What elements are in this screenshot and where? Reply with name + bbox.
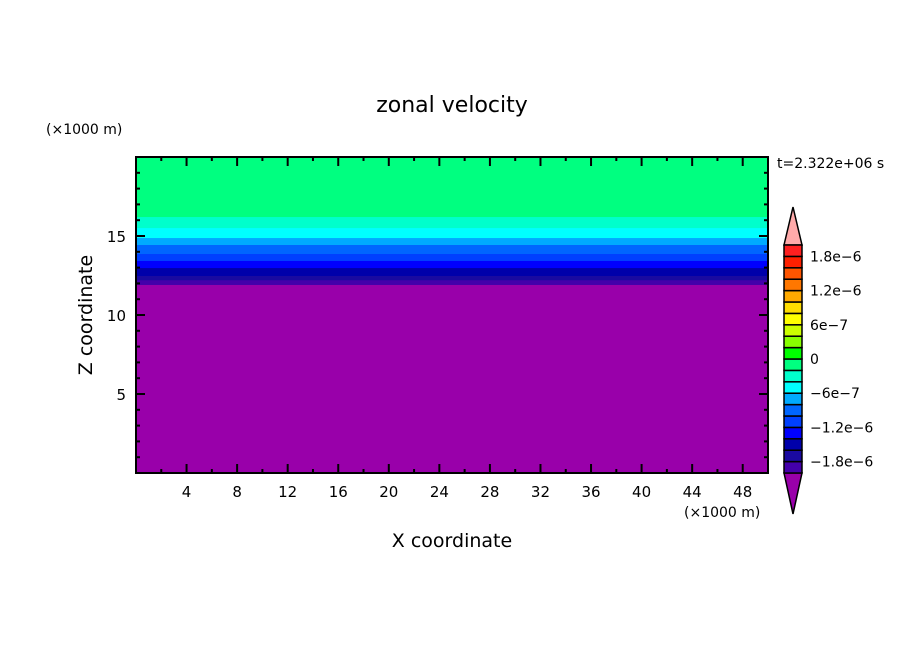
x-axis-label: X coordinate [392, 530, 512, 552]
x-tick-label: 24 [430, 483, 449, 501]
contour-band [136, 217, 768, 229]
colorbar-swatch [783, 449, 803, 463]
colorbar-tick-label: 1.8e−6 [810, 249, 862, 265]
contour-band [136, 245, 768, 255]
colorbar-swatch [783, 278, 803, 292]
contour-band [136, 238, 768, 246]
y-tick-label: 5 [116, 386, 126, 404]
x-tick-label: 44 [683, 483, 702, 501]
x-tick-label: 16 [329, 483, 348, 501]
colorbar-swatch [783, 415, 803, 429]
colorbar-over-triangle [783, 206, 803, 246]
colorbar-swatch [783, 381, 803, 394]
colorbar-swatch [783, 358, 803, 372]
contour-band [136, 280, 768, 286]
colorbar-swatch [783, 369, 803, 383]
colorbar-tick-label: −1.2e−6 [810, 420, 873, 436]
colorbar-tick-label: 0 [810, 352, 819, 368]
x-tick-label: 8 [232, 483, 242, 501]
colorbar-swatch [783, 324, 803, 337]
y-axis-label: Z coordinate [75, 255, 97, 375]
colorbar-swatch [783, 460, 803, 474]
colorbar-swatch [783, 244, 803, 258]
colorbar-tick-label: 1.2e−6 [810, 284, 862, 300]
colorbar-swatch [783, 267, 803, 280]
x-tick-label: 32 [531, 483, 550, 501]
x-tick-label: 12 [278, 483, 297, 501]
colorbar-tick-label: −1.8e−6 [810, 455, 873, 471]
colorbar-swatch [783, 255, 803, 269]
colorbar-swatch [783, 289, 803, 303]
colorbar-swatch [783, 438, 803, 451]
plot-frame [135, 156, 769, 474]
contour-band [136, 268, 768, 277]
y-tick-label: 10 [107, 307, 126, 325]
colorbar-swatch [783, 335, 803, 349]
contour-band [136, 254, 768, 262]
colorbar-swatch [783, 403, 803, 417]
colorbar-swatch [783, 346, 803, 360]
y-tick-labels: 5 10 15 [107, 228, 126, 404]
x-unit-label: (×1000 m) [684, 505, 760, 521]
colorbar-swatch [783, 312, 803, 326]
y-unit-label: (×1000 m) [46, 122, 122, 138]
contour-fill [136, 157, 768, 474]
colorbar-swatch [783, 392, 803, 406]
y-tick-label: 15 [107, 228, 126, 246]
x-tick-label: 40 [632, 483, 651, 501]
x-tick-label: 4 [182, 483, 192, 501]
colorbar-tick-label: −6e−7 [810, 386, 860, 402]
x-tick-label: 28 [480, 483, 499, 501]
x-tick-label: 48 [733, 483, 752, 501]
contour-band [136, 284, 768, 474]
contour-band [136, 228, 768, 239]
contour-band [136, 260, 768, 269]
contour-band [136, 275, 768, 281]
chart-title: zonal velocity [376, 93, 528, 118]
colorbar-tick-label: 6e−7 [810, 318, 848, 334]
x-tick-label: 20 [379, 483, 398, 501]
colorbar: 1.8e−6 1.2e−6 6e−7 0 −6e−7 −1.2e−6 −1.8e−6 [783, 206, 873, 515]
time-label: t=2.322e+06 s [777, 156, 884, 172]
x-tick-label: 36 [581, 483, 600, 501]
colorbar-swatch [783, 426, 803, 440]
contour-band [136, 157, 768, 218]
x-tick-labels: 4 8 12 16 20 24 28 32 36 40 44 48 [182, 483, 752, 501]
colorbar-under-triangle [783, 472, 803, 515]
colorbar-swatch [783, 301, 803, 315]
